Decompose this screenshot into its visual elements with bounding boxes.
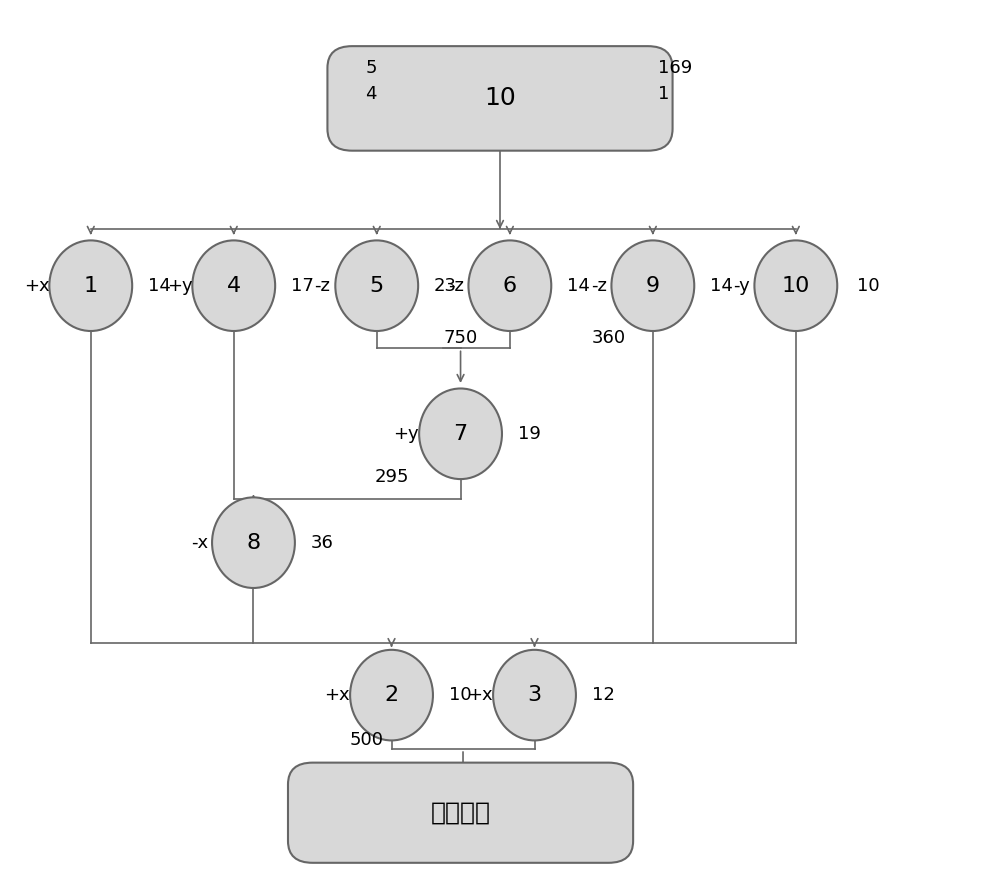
Text: 1: 1 xyxy=(658,85,669,103)
Text: 169: 169 xyxy=(658,59,692,77)
Text: -z: -z xyxy=(448,277,464,295)
Text: -z: -z xyxy=(591,277,607,295)
Text: 14: 14 xyxy=(710,277,733,295)
Text: 7: 7 xyxy=(453,424,468,443)
Text: 8: 8 xyxy=(246,533,261,552)
Ellipse shape xyxy=(335,241,418,331)
Text: 14: 14 xyxy=(148,277,171,295)
Text: 750: 750 xyxy=(443,329,478,347)
Text: 完全拆卸: 完全拆卸 xyxy=(431,801,491,825)
Ellipse shape xyxy=(468,241,551,331)
Text: 2: 2 xyxy=(384,685,399,705)
Text: 1: 1 xyxy=(84,276,98,296)
Ellipse shape xyxy=(212,497,295,588)
Text: 4: 4 xyxy=(365,85,377,103)
Text: 19: 19 xyxy=(518,425,541,442)
Text: 36: 36 xyxy=(311,534,334,551)
Text: -x: -x xyxy=(191,534,208,551)
Text: +x: +x xyxy=(467,686,493,704)
Text: 360: 360 xyxy=(591,329,626,347)
Text: +x: +x xyxy=(24,277,49,295)
Text: 3: 3 xyxy=(527,685,542,705)
Text: -z: -z xyxy=(315,277,330,295)
Text: 6: 6 xyxy=(503,276,517,296)
Text: 500: 500 xyxy=(350,731,384,750)
Text: 14: 14 xyxy=(567,277,590,295)
Text: +y: +y xyxy=(394,425,419,442)
Ellipse shape xyxy=(754,241,837,331)
Text: 17: 17 xyxy=(291,277,314,295)
Ellipse shape xyxy=(192,241,275,331)
Text: 10: 10 xyxy=(857,277,880,295)
Text: 4: 4 xyxy=(227,276,241,296)
Text: 12: 12 xyxy=(592,686,615,704)
Ellipse shape xyxy=(611,241,694,331)
Text: 10: 10 xyxy=(782,276,810,296)
Ellipse shape xyxy=(350,650,433,741)
Text: 23: 23 xyxy=(434,277,457,295)
FancyBboxPatch shape xyxy=(327,46,673,150)
Ellipse shape xyxy=(49,241,132,331)
Text: -y: -y xyxy=(733,277,750,295)
Text: +y: +y xyxy=(167,277,192,295)
Text: 5: 5 xyxy=(370,276,384,296)
Text: 10: 10 xyxy=(484,87,516,111)
Ellipse shape xyxy=(493,650,576,741)
Text: 295: 295 xyxy=(374,468,409,487)
Text: 10: 10 xyxy=(449,686,471,704)
Text: 5: 5 xyxy=(365,59,377,77)
Text: 9: 9 xyxy=(646,276,660,296)
Ellipse shape xyxy=(419,389,502,479)
FancyBboxPatch shape xyxy=(288,763,633,863)
Text: +x: +x xyxy=(324,686,350,704)
